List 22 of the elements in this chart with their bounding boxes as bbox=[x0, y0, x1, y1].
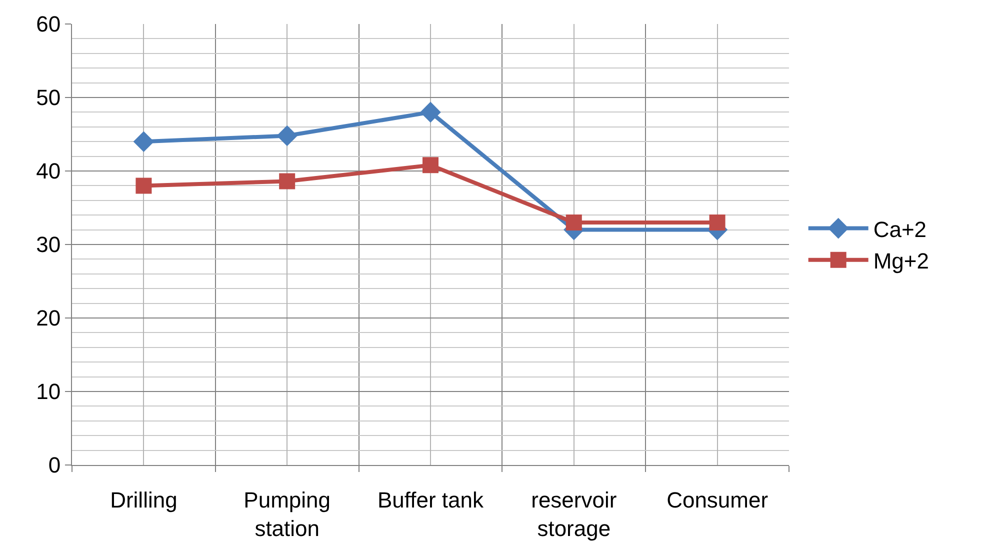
x-tick-label: Pumping station bbox=[244, 487, 331, 541]
y-tick-label: 50 bbox=[36, 85, 61, 110]
x-tick-label: Buffer tank bbox=[378, 487, 484, 512]
x-tick-label: reservoir storage bbox=[531, 487, 617, 541]
y-tick-label: 20 bbox=[36, 306, 61, 331]
legend-label: Mg+2 bbox=[873, 248, 929, 274]
y-tick-label: 0 bbox=[48, 452, 61, 478]
point bbox=[566, 214, 582, 230]
point bbox=[279, 173, 296, 190]
point bbox=[133, 131, 154, 152]
y-tick-label: 10 bbox=[36, 379, 61, 404]
x-tick-label: Drilling bbox=[110, 487, 178, 512]
y-tick-label: 60 bbox=[36, 12, 61, 37]
legend-label: Ca+2 bbox=[873, 216, 927, 242]
point bbox=[276, 125, 298, 146]
point bbox=[420, 102, 441, 123]
point bbox=[422, 157, 438, 174]
y-tick-label: 30 bbox=[36, 232, 61, 258]
point bbox=[709, 214, 726, 230]
point bbox=[136, 178, 152, 194]
y-tick-label: 40 bbox=[36, 158, 61, 184]
x-tick-label: Consumer bbox=[666, 487, 768, 512]
